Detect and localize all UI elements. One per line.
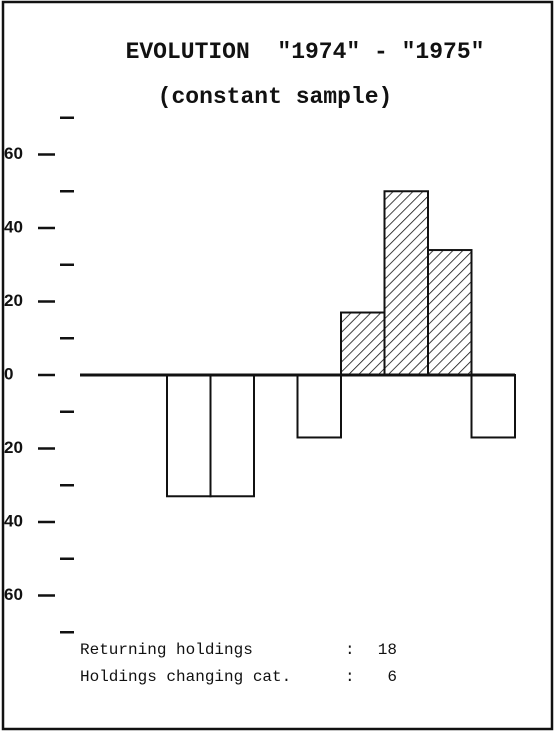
y-tick-label: 20 [4,438,23,457]
y-tick-label: 20 [4,291,23,310]
chart-title: EVOLUTION "1974" - "1975" [126,39,485,65]
y-tick-label: 0 [4,364,13,383]
bar [383,190,429,376]
y-tick-label: 60 [4,585,23,604]
bar [209,374,255,498]
note-sep: : [345,668,355,686]
bar [427,249,473,376]
bar [296,374,342,439]
note-label: Returning holdings [80,641,253,659]
y-tick-label: 40 [4,217,23,236]
note-sep: : [345,641,355,659]
bar [166,374,212,498]
y-tick-label: 60 [4,144,23,163]
note-value: 6 [387,668,397,686]
y-tick-label: 40 [4,511,23,530]
note-value: 18 [378,641,397,659]
note-label: Holdings changing cat. [80,668,291,686]
chart-subtitle: (constant sample) [158,84,393,110]
bar [470,374,516,439]
bar [340,311,386,376]
